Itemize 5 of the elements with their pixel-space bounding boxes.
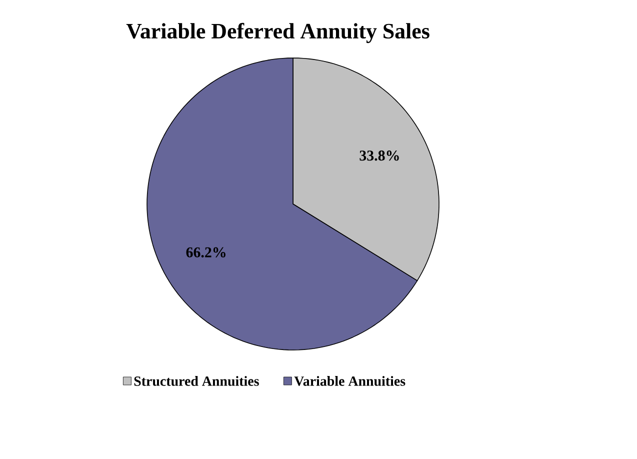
legend-label: Structured Annuities [134,376,259,386]
data-label: 33.8% [360,150,399,161]
legend-label: Variable Annuities [294,376,406,386]
data-label: 66.2% [186,247,226,258]
chart-title: Variable Deferred Annuity Sales [126,22,430,44]
